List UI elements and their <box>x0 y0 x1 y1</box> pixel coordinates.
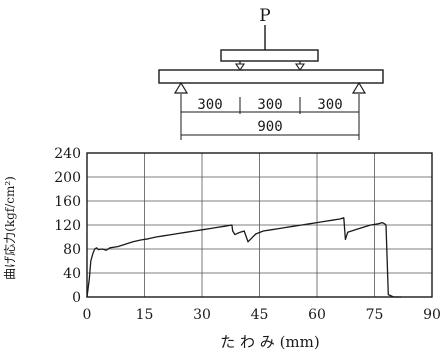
specimen-beam <box>158 69 384 84</box>
y-axis-label: 曲げ応力(kgf/cm²) <box>3 176 17 280</box>
chart: 0 40 80 120 160 200 240 0 15 30 45 60 75 90 曲げ応力(kgf… <box>3 146 441 351</box>
y-tick-label: 120 <box>54 218 81 234</box>
span-label-3: 300 <box>317 97 342 113</box>
x-tick-labels: 0 15 30 45 60 75 90 <box>83 307 441 323</box>
y-tick-label: 0 <box>72 290 81 306</box>
span-label-2: 300 <box>257 97 282 113</box>
series-line <box>86 217 402 298</box>
x-tick-label: 75 <box>366 307 384 323</box>
x-axis-label: た わ み (mm) <box>220 333 319 351</box>
y-tick-label: 40 <box>63 266 81 282</box>
y-tick-label: 200 <box>54 170 81 186</box>
y-tick-label: 160 <box>54 194 81 210</box>
x-tick-label: 90 <box>423 307 441 323</box>
load-label: P <box>259 6 270 26</box>
support-left-icon <box>173 81 189 94</box>
span-label-1: 300 <box>197 97 222 113</box>
y-tick-labels: 0 40 80 120 160 200 240 <box>54 146 81 306</box>
x-tick-label: 0 <box>83 307 92 323</box>
x-tick-label: 45 <box>251 307 269 323</box>
y-tick-label: 80 <box>63 242 81 258</box>
y-tick-label: 240 <box>54 146 81 162</box>
load-arrow-left-icon <box>234 63 246 71</box>
load-arrow-right-icon <box>294 63 306 71</box>
loading-beam <box>220 49 319 62</box>
grid <box>87 153 432 297</box>
x-tick-label: 60 <box>308 307 326 323</box>
loading-diagram: P 300 300 300 900 <box>158 6 384 140</box>
x-tick-label: 15 <box>136 307 154 323</box>
plot-frame <box>86 152 433 298</box>
x-tick-label: 30 <box>193 307 211 323</box>
support-right-icon <box>351 81 367 94</box>
total-span-label: 900 <box>257 119 282 135</box>
